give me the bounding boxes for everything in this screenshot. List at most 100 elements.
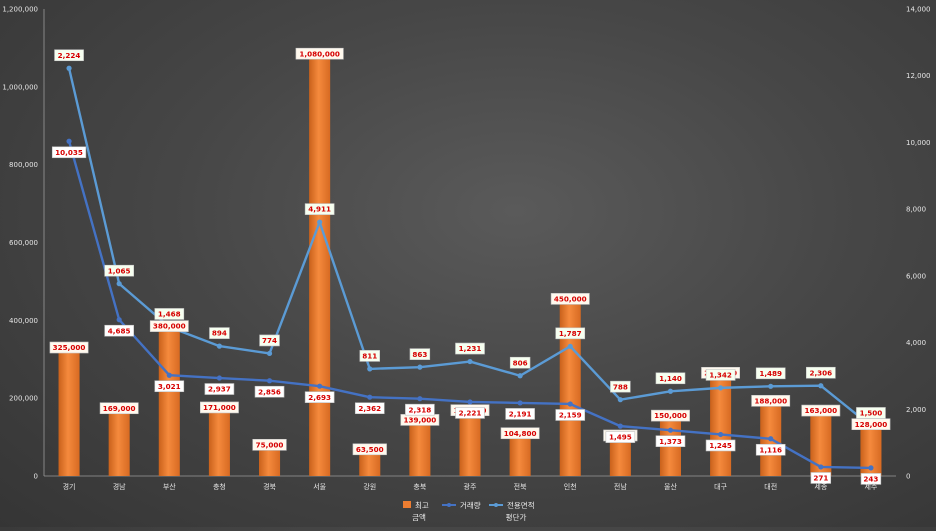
- area-price-label-인천-text: 1,787: [559, 329, 582, 338]
- area-price-line: [67, 67, 872, 427]
- volume-point-서울: [317, 383, 323, 389]
- volume-label-세종: 271: [810, 472, 832, 484]
- volume-label-경북-box: [254, 385, 285, 398]
- area-price-point-세종: [818, 383, 824, 389]
- area-price-label-대전-box: [755, 367, 786, 380]
- area-price-point-전남: [617, 397, 623, 403]
- bar-세종: [810, 412, 832, 476]
- amount-label-대전-text: 188,000: [754, 396, 787, 405]
- volume-label-대전: 1,116: [755, 443, 786, 456]
- volume-point-울산: [667, 427, 674, 433]
- volume-label-강원-text: 2,362: [358, 404, 381, 413]
- volume-label-경기: 10,035: [51, 146, 87, 159]
- amount-label-부산-box: [149, 320, 189, 332]
- volume-label-제주: 243: [860, 473, 882, 485]
- amount-label-경남-text: 169,000: [103, 404, 136, 413]
- volume-label-충청-box: [204, 383, 235, 395]
- legend-label: 전용면적: [507, 500, 535, 510]
- amount-label-강원-text: 63,500: [356, 445, 384, 454]
- volume-point-대구: [717, 431, 724, 438]
- volume-point-제주: [868, 465, 874, 471]
- area-price-point-강원: [367, 366, 373, 372]
- area-price-label-부산: 1,468: [154, 308, 185, 320]
- volume-label-광주-box: [455, 407, 485, 419]
- left-tick-label: 1,200,000: [2, 6, 38, 14]
- volume-label-부산-box: [154, 380, 185, 393]
- volume-label-부산: 3,021: [154, 380, 185, 393]
- area-price-point-대전: [768, 383, 774, 389]
- category-label-울산: 울산: [664, 482, 677, 491]
- left-tick-label: 400,000: [9, 317, 38, 325]
- amount-label-세종-box: [801, 404, 841, 417]
- volume-label-세종-box: [810, 472, 832, 484]
- amount-label-인천: 450,000: [550, 293, 590, 305]
- bar-전북: [509, 435, 531, 476]
- volume-label-인천: 2,159: [555, 409, 586, 421]
- left-tick-label: 600,000: [9, 239, 38, 247]
- area-price-label-대구-box: [705, 369, 736, 381]
- area-price-label-광주: 1,231: [455, 342, 485, 355]
- category-label-경남: 경남: [113, 482, 126, 491]
- area-price-point-경기: [66, 65, 72, 71]
- volume-label-울산-box: [655, 435, 686, 448]
- area-price-point-광주: [467, 358, 473, 365]
- amount-label-경북: 75,000: [252, 439, 287, 451]
- volume-label-전북-text: 2,191: [509, 410, 532, 419]
- left-tick-label: 0: [34, 473, 38, 481]
- area-price-label-전북-box: [509, 356, 531, 369]
- area-price-point-충북: [417, 364, 423, 370]
- category-label-부산: 부산: [163, 482, 176, 491]
- area-price-label-제주: 1,500: [856, 407, 886, 419]
- amount-label-경기-text: 325,000: [53, 343, 86, 352]
- amount-label-서울-box: [295, 47, 344, 60]
- category-label-서울: 서울: [313, 482, 326, 491]
- volume-point-충북: [417, 396, 423, 402]
- right-tick-label: 10,000: [906, 139, 931, 147]
- legend-swatch-marker: [447, 503, 451, 507]
- volume-label-대구: 1,245: [705, 439, 736, 452]
- bar-강원: [359, 451, 381, 476]
- area-price-label-경남-text: 1,065: [108, 266, 131, 275]
- volume-label-서울-box: [304, 391, 335, 403]
- area-price-label-경기: 2,224: [54, 49, 84, 62]
- bar-경기: [58, 349, 80, 476]
- left-tick-label: 800,000: [9, 161, 38, 169]
- volume-label-충북: 2,318: [405, 403, 435, 416]
- area-price-label-서울-box: [304, 203, 335, 215]
- amount-label-인천-text: 450,000: [554, 294, 587, 303]
- area-price-label-강원-box: [359, 350, 380, 362]
- right-tick-label: 8,000: [906, 206, 926, 214]
- right-axis: 0 2,000 4,000 6,000 8,000 10,000 12,000 14,000: [906, 6, 931, 481]
- volume-label-인천-box: [555, 409, 586, 421]
- category-label-충청: 충청: [213, 482, 226, 491]
- area-price-label-경북: 774: [259, 334, 280, 347]
- volume-label-경기-box: [51, 146, 87, 159]
- area-price-label-세종-box: [806, 366, 836, 379]
- bar-서울: [309, 55, 331, 476]
- bar-광주: [459, 412, 481, 476]
- right-tick-label: 14,000: [906, 6, 931, 14]
- volume-point-강원: [367, 394, 373, 400]
- left-tick-label: 200,000: [9, 395, 38, 403]
- category-label-전북: 전북: [514, 482, 527, 491]
- area-price-label-경남: 1,065: [104, 264, 134, 277]
- area-price-label-전남-text: 788: [613, 382, 628, 391]
- volume-label-울산: 1,373: [655, 435, 686, 448]
- area-price-label-광주-box: [455, 342, 485, 355]
- volume-point-경북: [266, 378, 273, 384]
- right-tick-label: 6,000: [906, 272, 926, 280]
- area-price-label-경남-box: [104, 264, 134, 277]
- area-price-label-경북-text: 774: [262, 336, 277, 345]
- area-price-label-충북: 863: [409, 348, 431, 360]
- amount-label-전북: 104,800: [500, 427, 540, 440]
- area-price-label-울산-text: 1,140: [659, 374, 682, 383]
- amount-label-충청-text: 171,000: [203, 403, 236, 412]
- amount-label-경기-box: [49, 341, 89, 354]
- amount-label-부산-text: 380,000: [153, 322, 186, 331]
- category-label-전남: 전남: [614, 482, 627, 491]
- volume-label-경북-text: 2,856: [258, 387, 281, 396]
- area-price-label-충청-box: [209, 327, 230, 339]
- data-labels: 325,000 169,000 380,000 171,000 75,000 1,080,…: [49, 47, 891, 485]
